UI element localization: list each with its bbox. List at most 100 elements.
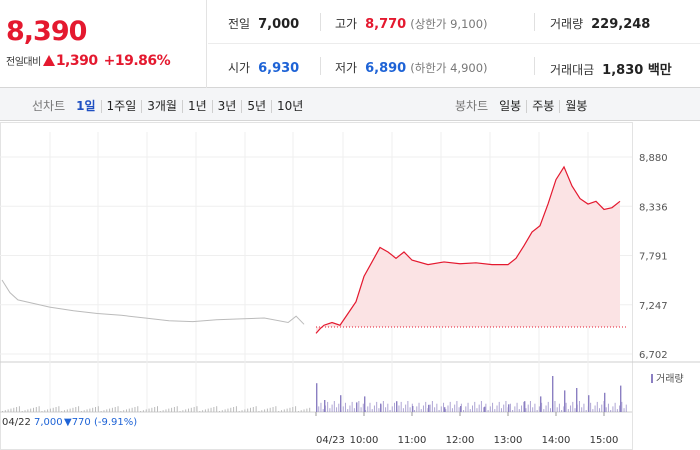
volume-bar xyxy=(389,410,391,412)
volume-bar xyxy=(604,392,606,412)
volume-bar xyxy=(534,403,536,412)
volume-bar xyxy=(416,406,418,412)
quote-row-1: 전일 7,000 고가 8,770 (상한가 9,100) 거래량 229,248 xyxy=(208,0,700,44)
prev-volume-bar xyxy=(100,411,102,412)
volume-bar xyxy=(391,406,393,412)
axis-labels: 8,880 8,336 7,791 7,247 6,702 04/23 10:00 11:00… xyxy=(315,153,668,446)
prev-volume-bar xyxy=(255,406,257,412)
volume-bar xyxy=(507,407,509,412)
tab-10y[interactable]: 10년 xyxy=(271,100,308,113)
prev-volume-bar xyxy=(283,409,285,412)
volume-bar xyxy=(443,402,445,412)
volume-bar xyxy=(460,403,462,412)
volume-bar xyxy=(467,402,469,412)
x-tick-label: 04/23 xyxy=(316,435,345,446)
open-label: 시가 xyxy=(228,61,251,75)
prev-volume-bar xyxy=(4,410,6,412)
volume-bar xyxy=(336,407,338,412)
volume-legend: 거래량 xyxy=(656,373,684,385)
volume-bar xyxy=(420,409,422,412)
volume-bar xyxy=(476,408,478,412)
volume-bar xyxy=(614,402,616,412)
prev-volume-bar xyxy=(202,410,204,412)
volume-bar xyxy=(394,402,395,412)
prev-volume-bar xyxy=(89,408,91,412)
volume-bar xyxy=(607,403,609,412)
up-triangle-icon xyxy=(42,55,55,66)
prev-volume-bar xyxy=(75,407,77,412)
prev-volume-bar xyxy=(78,406,80,412)
low-item: 저가 6,890 (하한가 4,900) xyxy=(335,59,488,76)
volume-bar xyxy=(487,410,489,412)
volume-bar xyxy=(428,404,430,412)
volume-bar xyxy=(327,401,329,412)
prev-volume-bar xyxy=(109,408,111,412)
prev-volume-bar xyxy=(252,407,254,412)
volume-bar xyxy=(434,407,436,412)
volume-bar xyxy=(398,405,400,412)
prev-volume-bar xyxy=(176,406,178,412)
high-item: 고가 8,770 (상한가 9,100) xyxy=(335,15,488,32)
prev-volume-bar xyxy=(216,406,218,412)
prev-volume-bar xyxy=(297,411,299,412)
volume-bar xyxy=(440,406,442,412)
volume-bar xyxy=(500,408,502,412)
tab-1d[interactable]: 1일 xyxy=(76,99,96,113)
volume-bar xyxy=(503,404,505,412)
prev-volume-bar xyxy=(224,409,226,412)
volume-bar xyxy=(505,401,507,412)
volume-bar xyxy=(496,405,498,412)
prev-volume-bar xyxy=(269,407,271,412)
price-series-line xyxy=(315,165,621,334)
volume-bar xyxy=(380,404,382,412)
prev-volume-bar xyxy=(134,407,136,412)
volume-bar xyxy=(525,408,527,412)
volume-bar xyxy=(621,401,623,412)
volume-bar xyxy=(402,408,404,412)
prev-volume-bar xyxy=(13,407,15,412)
tab-3m[interactable]: 3개월 xyxy=(141,100,182,113)
prev-volume-bar xyxy=(303,409,305,412)
tab-daily[interactable]: 일봉 xyxy=(499,99,522,113)
prev-volume-bar xyxy=(10,408,12,412)
prev-volume-bar xyxy=(52,407,54,412)
volume-bar xyxy=(484,406,486,412)
tab-monthly[interactable]: 월봉 xyxy=(559,100,592,113)
current-price: 8,390 xyxy=(6,16,87,47)
volume-bar xyxy=(362,403,364,412)
prev-volume-bar xyxy=(295,406,297,412)
prev-volume-bar xyxy=(41,411,43,412)
volume-bars xyxy=(2,376,627,412)
prev-volume-bar xyxy=(72,407,74,412)
price-area xyxy=(315,165,628,334)
volume-label: 거래량 xyxy=(550,17,584,31)
tab-weekly[interactable]: 주봉 xyxy=(526,100,559,113)
prev-volume-bar xyxy=(207,408,209,412)
volume-bar xyxy=(365,410,367,412)
volume-bar xyxy=(400,401,402,412)
volume-bar xyxy=(509,403,511,412)
y-tick-label: 6,702 xyxy=(639,350,668,361)
tab-1w[interactable]: 1주일 xyxy=(100,100,142,113)
tab-1y[interactable]: 1년 xyxy=(181,100,212,113)
volume-bar xyxy=(558,403,560,412)
volume-bar xyxy=(540,396,542,412)
tab-3y[interactable]: 3년 xyxy=(211,100,242,113)
volume-bar xyxy=(356,404,358,412)
prev-volume-bar xyxy=(204,409,206,412)
tab-5y[interactable]: 5년 xyxy=(241,100,271,113)
volume-item: 거래량 229,248 xyxy=(550,15,650,32)
x-tick-label: 12:00 xyxy=(446,435,475,446)
divider xyxy=(534,57,535,75)
volume-bar xyxy=(422,405,424,412)
prev-volume-bar xyxy=(241,410,243,412)
y-tick-label: 8,880 xyxy=(639,153,668,164)
x-tick-label: 14:00 xyxy=(542,435,571,446)
prev-volume-bar xyxy=(278,411,280,412)
volume-bar xyxy=(572,401,574,412)
prev-volume-bar xyxy=(49,408,51,412)
volume-bar xyxy=(596,401,598,412)
volume-bar xyxy=(489,406,491,412)
prev-volume-bar xyxy=(171,407,173,412)
prev-volume-bar xyxy=(219,411,220,412)
